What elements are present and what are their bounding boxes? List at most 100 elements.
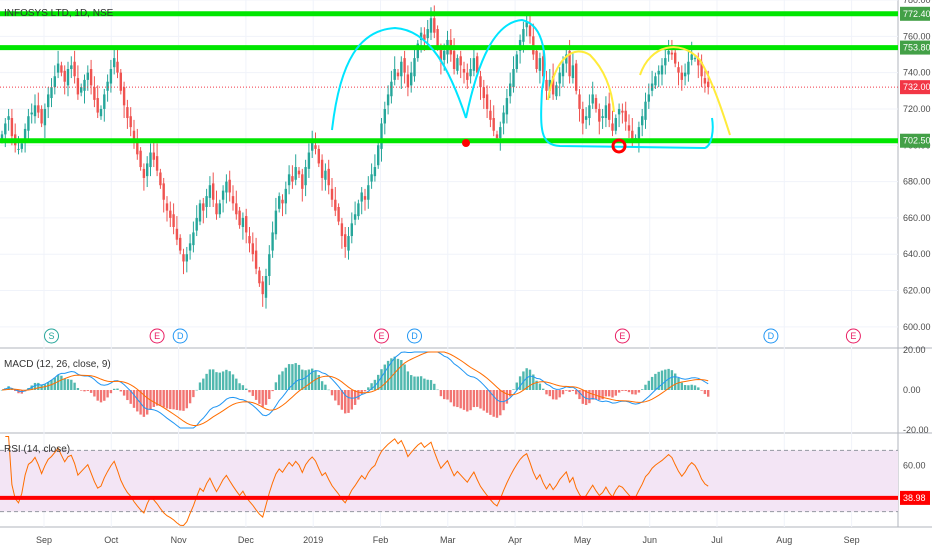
macd-histogram-bar [327,389,330,391]
macd-histogram-bar [499,390,502,416]
macd-histogram-bar [198,382,202,390]
candle-body [30,112,33,115]
price-pane[interactable]: S E D E D E D E INFOSYS LTD, 1D, NSE [0,5,898,344]
candle-body [443,50,446,60]
candle-body [674,52,677,64]
candle-body [251,243,254,255]
candle-body [238,210,241,226]
price-tick-label: 620.00 [903,286,931,296]
candle-body [353,214,357,220]
candle-body [37,105,40,113]
time-tick-label: Aug [776,535,792,545]
candle-body [155,156,159,171]
macd-histogram-bar [429,380,433,390]
macd-histogram-bar [647,380,650,390]
candle-body [548,79,551,91]
candle-body [119,72,122,91]
candle-body [598,108,601,122]
macd-histogram-bar [188,390,192,404]
macd-histogram-bar [542,388,545,390]
candle-body [502,112,505,124]
macd-histogram-bar [644,384,647,390]
candle-body [489,110,492,120]
macd-histogram-bar [337,390,340,406]
event-marker [407,328,422,344]
candle-body [287,174,291,186]
macd-histogram-bar [690,384,693,390]
candle-body [175,228,179,240]
pivot-marker [462,139,470,147]
cup-curve-left [547,50,615,113]
candle-body [495,134,499,138]
candle-body [485,94,489,109]
macd-histogram-bar [192,390,195,398]
candle-body [89,69,93,86]
candle-body [274,210,278,235]
time-axis[interactable]: Sep Oct Nov Dec 2019 Feb Mar Apr May Jun Jul Aug Sep [36,535,860,545]
candle-body [611,123,614,131]
macd-histogram-bar [370,383,373,390]
macd-histogram-bar [485,390,489,413]
macd-pane[interactable]: MACD (12, 26, close, 9) [0,351,710,429]
candle-body [202,203,205,211]
macd-histogram-bar [459,390,462,409]
candle-body [113,58,116,68]
macd-histogram-bar [581,390,584,404]
candle-body [337,207,340,222]
candle-body [528,25,532,37]
macd-histogram-bar [113,388,116,390]
macd-histogram-bar [621,390,624,391]
macd-histogram-bar [380,369,383,390]
macd-histogram-bar [502,390,505,411]
time-tick-label: Jul [711,535,723,545]
time-tick-label: Dec [238,535,255,545]
rsi-tick-label: 60.00 [903,461,926,471]
macd-histogram-bar [505,390,509,404]
candle-body [571,65,575,79]
macd-histogram-bar [294,363,297,390]
macd-histogram-bar [631,390,634,395]
candle-body [152,152,155,160]
macd-histogram-bar [129,390,132,404]
candle-body [492,118,495,131]
macd-histogram-bar [674,373,677,390]
rsi-pane[interactable]: RSI (14, close) [0,436,898,526]
candle-body [512,69,515,88]
macd-histogram-bar [179,390,182,411]
candle-body [60,65,63,73]
event-letter: D [768,331,775,341]
macd-histogram-bar [175,390,179,410]
candle-body [515,54,518,69]
macd-histogram-bar [403,364,406,390]
price-tick-label: 780.00 [903,0,931,5]
candle-body [416,43,419,59]
candle-body [687,61,690,75]
macd-histogram-bar [195,389,198,391]
candle-body [4,123,7,135]
candle-body [509,83,512,97]
last-price-tag [900,80,930,95]
macd-histogram-bar [357,390,360,400]
macd-histogram-bar [268,390,271,400]
macd-histogram-bar [142,390,146,417]
last-price-label: 732.00 [903,82,931,92]
macd-histogram-bar [317,375,320,390]
candle-body [50,87,53,99]
candle-body [350,223,353,237]
candle-body [647,94,650,102]
macd-histogram-bar [0,390,4,391]
macd-histogram-bar [304,370,307,390]
macd-histogram-bar [251,390,254,396]
macd-histogram-bar [627,390,631,393]
candle-body [383,108,386,124]
pattern-drawings [331,18,731,154]
macd-histogram-bar [122,390,126,396]
rsi-title: RSI (14, close) [4,444,70,455]
macd-histogram-bar [152,390,155,407]
candle-body [218,203,221,215]
macd-histogram-bar [109,390,113,394]
candle-body [584,116,588,120]
macd-histogram-bar [89,390,93,393]
